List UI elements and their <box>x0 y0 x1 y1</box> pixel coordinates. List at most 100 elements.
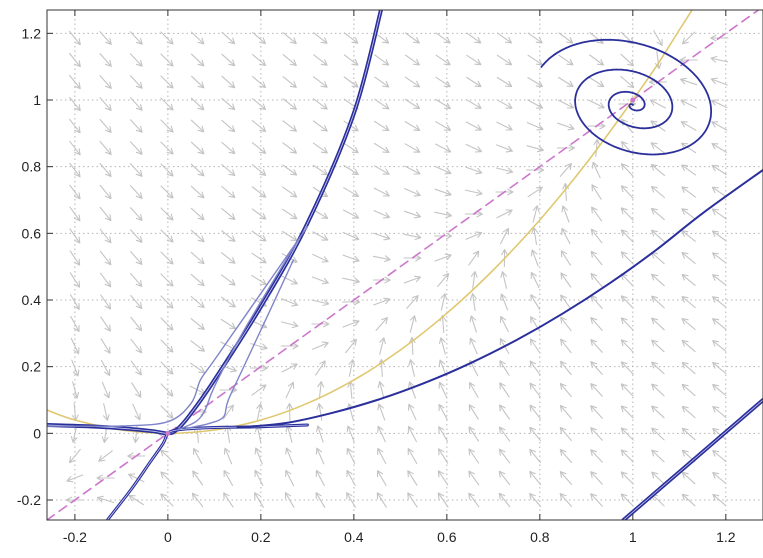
vector-arrow <box>160 295 174 309</box>
vector-arrow <box>160 163 174 177</box>
vector-arrow <box>128 494 144 506</box>
y-tick-label: 0.2 <box>22 359 42 375</box>
vector-arrow <box>468 426 480 442</box>
vector-arrow <box>500 227 510 245</box>
vector-arrow <box>251 230 267 242</box>
vector-arrow <box>620 229 634 243</box>
vector-arrow <box>374 98 390 110</box>
vector-arrow <box>712 493 727 507</box>
vector-arrow <box>377 403 386 421</box>
vector-arrow <box>438 381 448 399</box>
vector-arrow <box>499 360 510 376</box>
vector-arrow <box>160 75 174 89</box>
vector-arrow <box>282 76 297 88</box>
vector-arrow <box>466 32 482 44</box>
vector-arrow <box>190 75 205 89</box>
vector-arrow <box>496 209 513 219</box>
vector-arrow <box>280 342 299 350</box>
vector-arrow <box>560 316 572 332</box>
vector-arrow <box>499 382 510 398</box>
vector-arrow <box>649 99 666 109</box>
vector-arrow <box>251 186 267 198</box>
vector-arrow <box>435 121 452 131</box>
y-tick-label: 1 <box>33 92 41 108</box>
ticks: -0.2 0 0.2 0.4 0.6 0.8 1 1.2 -0.2 0 0.2 0.4 0.6 0.8 1 1… <box>17 10 736 545</box>
vector-arrow <box>403 210 422 219</box>
vector-arrow <box>129 119 143 133</box>
vector-arrow <box>561 227 571 245</box>
vector-arrow <box>130 251 143 265</box>
vector-arrow <box>343 142 359 154</box>
vector-arrow <box>282 164 298 176</box>
vector-arrow <box>346 469 356 487</box>
vector-arrow <box>403 275 421 284</box>
vector-arrow <box>468 404 479 420</box>
vector-arrow <box>129 163 143 177</box>
vector-arrow <box>712 362 727 374</box>
vector-arrow <box>620 251 634 265</box>
vector-arrow <box>710 55 729 63</box>
vector-arrow <box>681 471 696 485</box>
vector-arrow <box>377 381 385 399</box>
vector-arrow <box>651 383 665 397</box>
vector-arrow <box>69 272 81 288</box>
vector-arrow <box>190 141 205 155</box>
vector-arrow <box>712 340 727 352</box>
vector-arrow <box>130 294 143 310</box>
vector-arrow <box>285 469 295 487</box>
vector-arrow <box>130 316 143 332</box>
vector-arrow <box>342 277 360 285</box>
vector-arrow <box>651 361 665 375</box>
curves <box>47 10 763 520</box>
vector-arrow <box>469 293 477 311</box>
y-tick-label: 0 <box>33 425 41 441</box>
plot-area <box>47 10 763 520</box>
vector-arrow <box>221 252 236 264</box>
vector-arrow <box>251 120 267 132</box>
vector-arrow <box>100 294 112 310</box>
vector-arrow <box>160 53 174 67</box>
vector-arrow <box>160 185 174 199</box>
vector-arrow <box>71 359 80 377</box>
vector-arrow <box>404 76 421 88</box>
vector-arrow <box>313 98 328 110</box>
vector-arrow <box>435 76 451 88</box>
vector-arrow <box>281 363 298 373</box>
vector-arrow <box>435 98 451 110</box>
vector-arrow <box>435 54 451 66</box>
vector-arrow <box>374 54 390 66</box>
vector-arrow <box>99 206 112 222</box>
vector-arrow <box>70 337 80 355</box>
vector-arrow <box>190 318 205 330</box>
vector-arrow <box>530 249 539 267</box>
vector-arrow <box>407 425 417 443</box>
vector-arrow <box>559 471 573 485</box>
axes-frame <box>46 9 763 521</box>
vector-arrow <box>99 97 112 111</box>
vector-arrow <box>221 53 236 67</box>
vector-arrow <box>500 293 509 311</box>
vector-arrow <box>254 469 264 487</box>
vector-arrow <box>558 32 574 44</box>
vector-arrow <box>466 76 482 88</box>
vector-arrow <box>313 76 328 88</box>
vector-arrow <box>160 273 174 287</box>
vector-arrow <box>590 228 603 244</box>
vector-arrow <box>282 98 297 110</box>
vector-arrow <box>500 271 508 289</box>
vector-arrow <box>99 140 112 156</box>
vector-arrow <box>70 315 80 333</box>
vector-arrow <box>407 492 418 508</box>
vector-arrow <box>559 163 572 177</box>
vector-arrow <box>346 425 355 443</box>
vector-arrow <box>620 185 634 199</box>
vector-arrow <box>286 402 294 422</box>
vector-arrow <box>437 492 449 508</box>
vector-arrow <box>620 163 634 177</box>
vector-arrow <box>69 184 81 200</box>
vector-arrow <box>223 470 234 486</box>
vector-arrow <box>499 404 510 420</box>
vector-arrow <box>560 272 572 288</box>
vector-arrow <box>252 31 266 45</box>
vector-arrow <box>348 359 356 377</box>
